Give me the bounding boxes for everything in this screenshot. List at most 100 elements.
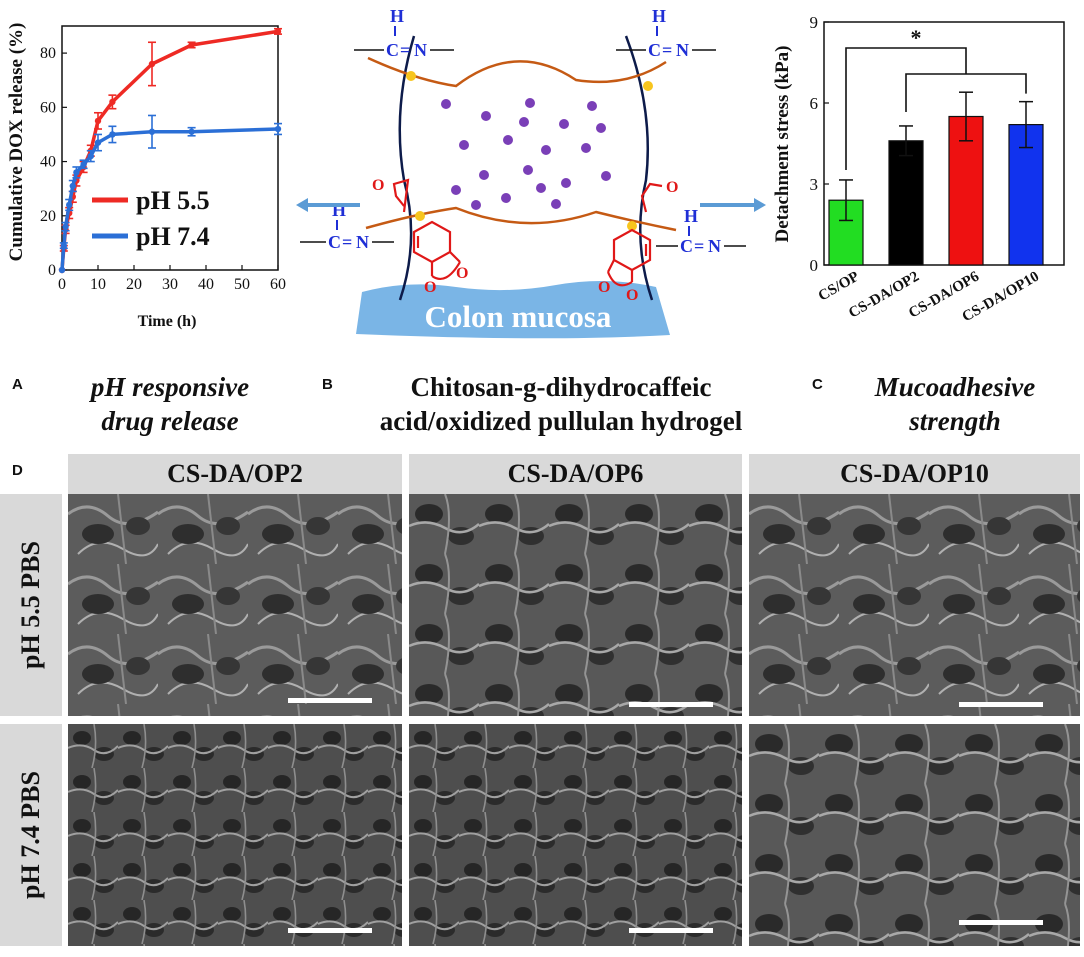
release-x-tick-label: 30 bbox=[162, 276, 178, 293]
carbonyl-o-right: O bbox=[666, 179, 678, 196]
caption-b: Chitosan-g-dihydrocaffeic acid/oxidized … bbox=[318, 370, 804, 438]
caption-a: pH responsive drug release bbox=[40, 370, 300, 438]
column-header-op6: CS-DA/OP6 bbox=[409, 454, 742, 494]
release-y-tick-label: 40 bbox=[40, 154, 56, 171]
release-point bbox=[58, 266, 66, 274]
detachment-stress-chart: Detachment stress (kPa) 0369CS/OPCS-DA/O… bbox=[772, 13, 1065, 325]
caption-c-line1: Mucoadhesive bbox=[874, 372, 1036, 402]
svg-text:H: H bbox=[684, 206, 698, 226]
release-x-tick-label: 60 bbox=[270, 276, 286, 293]
release-point bbox=[73, 169, 80, 176]
imine-group-bottom-left: H C = N bbox=[300, 200, 394, 252]
row-label-ph55: pH 5.5 PBS bbox=[0, 494, 62, 716]
release-point bbox=[109, 98, 116, 106]
drug-release-chart: Cumulative DOX release (%) Time (h) 0 20 4… bbox=[6, 23, 286, 330]
scale-bar bbox=[629, 702, 713, 707]
stress-y-tick-label: 3 bbox=[810, 175, 819, 194]
svg-text:N: N bbox=[356, 232, 369, 252]
release-point bbox=[188, 41, 195, 49]
scale-bar bbox=[959, 702, 1043, 707]
colon-mucosa-surface bbox=[356, 280, 670, 339]
release-x-tick-label: 10 bbox=[90, 276, 106, 293]
catechol-group-left bbox=[392, 178, 461, 280]
scale-bar bbox=[288, 698, 372, 703]
significance-asterisk: * bbox=[911, 25, 922, 50]
stress-bar bbox=[888, 140, 924, 266]
imine-group-top-right: H C = N bbox=[616, 6, 716, 60]
arrow-right bbox=[700, 198, 766, 212]
release-point bbox=[60, 242, 67, 249]
significance-bracket-inner bbox=[905, 73, 1027, 112]
drug-molecules bbox=[441, 98, 611, 210]
sem-image-op2-ph55 bbox=[68, 494, 402, 716]
release-x-tick-label: 40 bbox=[198, 276, 214, 293]
stress-y-tick-label: 0 bbox=[810, 256, 819, 275]
sem-image-op6-ph74 bbox=[409, 724, 742, 946]
svg-text:C: C bbox=[328, 232, 341, 252]
svg-text:H: H bbox=[390, 6, 404, 26]
release-point bbox=[274, 28, 282, 35]
row-label-ph55-text: pH 5.5 PBS bbox=[16, 541, 45, 669]
release-point bbox=[94, 117, 102, 125]
release-x-axis-label: Time (h) bbox=[138, 313, 197, 330]
catechol-group-right bbox=[606, 182, 663, 287]
colon-mucosa-label: Colon mucosa bbox=[425, 299, 612, 334]
column-header-op2: CS-DA/OP2 bbox=[68, 454, 402, 494]
release-legend-label: pH 7.4 bbox=[136, 222, 210, 251]
stress-y-tick-label: 6 bbox=[810, 94, 819, 113]
sem-image-op6-ph55 bbox=[409, 494, 742, 716]
release-x-tick-label: 0 bbox=[58, 276, 66, 293]
column-header-op10: CS-DA/OP10 bbox=[749, 454, 1080, 494]
release-y-tick-label: 0 bbox=[48, 262, 56, 279]
stress-y-axis-label: Detachment stress (kPa) bbox=[772, 46, 793, 243]
crosslink-node bbox=[643, 81, 653, 91]
svg-text:C: C bbox=[648, 40, 661, 60]
caption-b-line2: acid/oxidized pullulan hydrogel bbox=[379, 406, 743, 436]
chitosan-chain-left bbox=[398, 35, 416, 301]
release-series-ph74 bbox=[58, 114, 282, 274]
svg-text:C: C bbox=[386, 40, 399, 60]
release-point bbox=[80, 161, 87, 168]
stress-plot-frame bbox=[823, 21, 1065, 266]
release-point bbox=[148, 128, 156, 135]
stress-category-label: CS/OP bbox=[816, 269, 862, 305]
crosslink-node bbox=[627, 221, 637, 231]
crosslink-node bbox=[415, 211, 425, 221]
panel-letter-d: D bbox=[12, 462, 23, 479]
svg-text:N: N bbox=[676, 40, 689, 60]
panel-letter-c: C bbox=[812, 376, 823, 393]
svg-text:=: = bbox=[662, 40, 672, 60]
release-x-tick-label: 20 bbox=[126, 276, 142, 293]
caption-b-line1: Chitosan-g-dihydrocaffeic bbox=[410, 372, 712, 402]
sem-image-op10-ph55 bbox=[749, 494, 1080, 716]
catechol-o-left-2: O bbox=[456, 265, 468, 282]
crosslink-node bbox=[406, 71, 416, 81]
sem-image-op2-ph74 bbox=[68, 724, 402, 946]
sem-image-op10-ph74 bbox=[749, 724, 1080, 946]
significance-bracket-outer bbox=[845, 47, 967, 170]
release-point bbox=[66, 201, 73, 209]
release-legend-label: pH 5.5 bbox=[136, 186, 210, 215]
svg-text:H: H bbox=[652, 6, 666, 26]
release-y-tick-label: 80 bbox=[40, 45, 56, 62]
imine-group-bottom-right: H C = N bbox=[656, 206, 746, 256]
svg-text:=: = bbox=[694, 236, 704, 256]
caption-a-line1: pH responsive bbox=[90, 372, 250, 402]
scale-bar bbox=[959, 920, 1043, 925]
row-label-ph74-text: pH 7.4 PBS bbox=[16, 771, 45, 899]
release-point bbox=[87, 152, 95, 160]
release-point bbox=[62, 223, 69, 230]
catechol-o-right-2: O bbox=[626, 287, 638, 304]
release-point bbox=[188, 128, 195, 135]
release-point bbox=[148, 60, 156, 68]
svg-text:C: C bbox=[680, 236, 693, 256]
svg-text:N: N bbox=[708, 236, 721, 256]
release-point bbox=[109, 131, 116, 138]
row-label-ph74: pH 7.4 PBS bbox=[0, 724, 62, 946]
release-x-tick-label: 50 bbox=[234, 276, 250, 293]
caption-c-line2: strength bbox=[909, 406, 1001, 436]
caption-a-line2: drug release bbox=[101, 406, 239, 436]
hydrogel-schematic: Colon mucosa H C = N H C = N H bbox=[296, 6, 766, 339]
release-y-tick-label: 20 bbox=[40, 208, 56, 225]
release-y-tick-label: 60 bbox=[40, 99, 56, 116]
